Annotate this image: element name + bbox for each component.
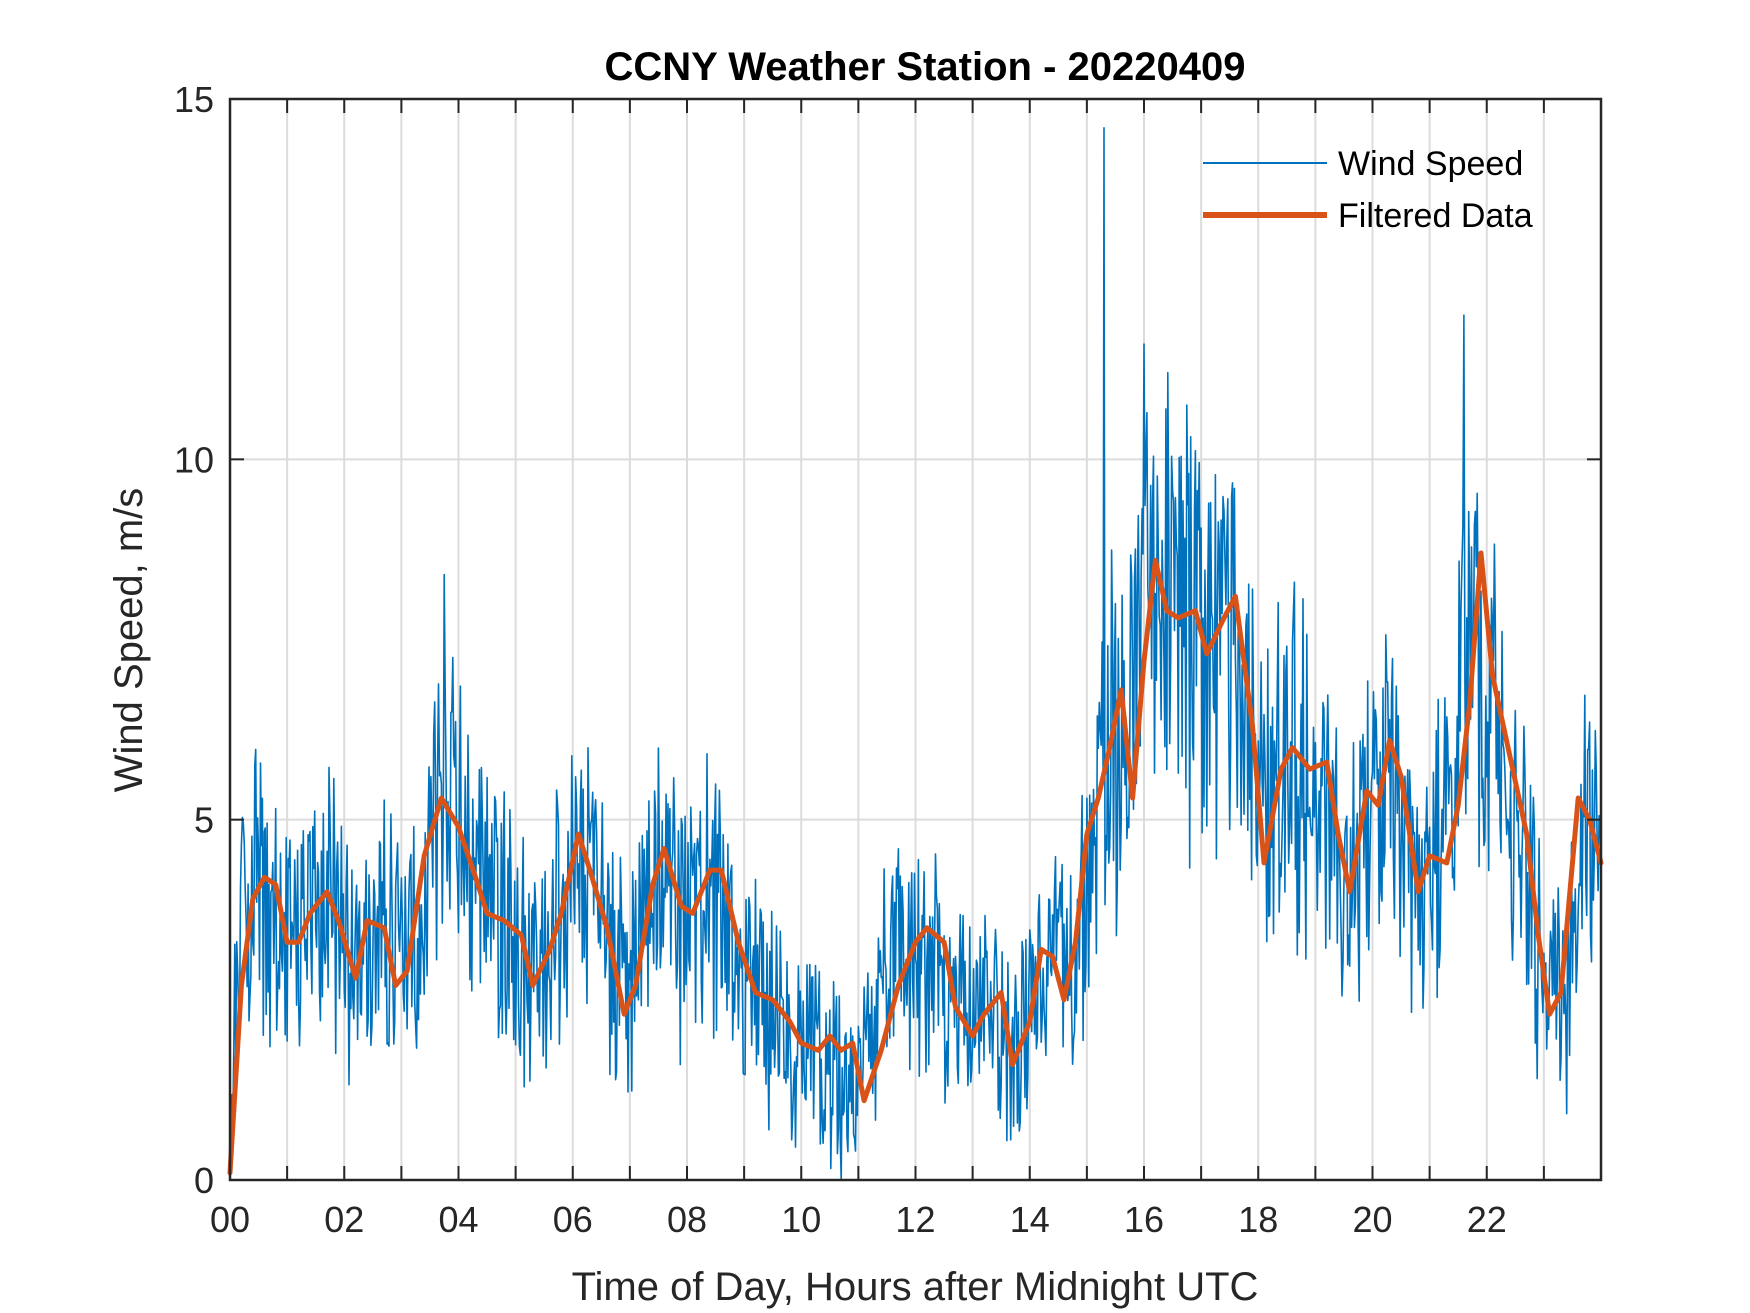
x-tick-label: 06 [553, 1199, 593, 1240]
legend-label-wind-speed: Wind Speed [1338, 145, 1523, 183]
x-axis-label: Time of Day, Hours after Midnight UTC [572, 1265, 1259, 1309]
y-tick-label: 0 [194, 1160, 214, 1201]
legend-label-filtered-data: Filtered Data [1338, 197, 1533, 235]
y-tick-label: 10 [174, 439, 214, 480]
chart-title: CCNY Weather Station - 20220409 [605, 45, 1246, 89]
series-line-wind-speed [229, 127, 1602, 1181]
series-line-filtered-data [227, 550, 1604, 1176]
x-tick-label: 22 [1467, 1199, 1507, 1240]
y-tick-label: 15 [174, 79, 214, 120]
x-tick-label: 18 [1238, 1199, 1278, 1240]
x-tick-label: 02 [324, 1199, 364, 1240]
y-tick-label: 5 [194, 800, 214, 841]
x-tick-label: 10 [781, 1199, 821, 1240]
x-tick-label: 20 [1352, 1199, 1392, 1240]
series-layer [227, 127, 1604, 1181]
x-tick-label: 14 [1010, 1199, 1050, 1240]
plot-area [227, 97, 1604, 1182]
y-axis-label: Wind Speed, m/s [107, 488, 151, 793]
y-tick-labels: 0 5 10 15 [174, 79, 214, 1201]
legend: Wind Speed Filtered Data [1203, 145, 1533, 235]
x-tick-label: 12 [895, 1199, 935, 1240]
x-tick-label: 16 [1124, 1199, 1164, 1240]
x-tick-label: 04 [438, 1199, 478, 1240]
x-tick-label: 00 [210, 1199, 250, 1240]
tick-marks [230, 99, 1601, 1180]
x-tick-label: 08 [667, 1199, 707, 1240]
x-tick-labels: 00 02 04 06 08 10 12 14 16 18 20 22 [210, 1199, 1507, 1240]
